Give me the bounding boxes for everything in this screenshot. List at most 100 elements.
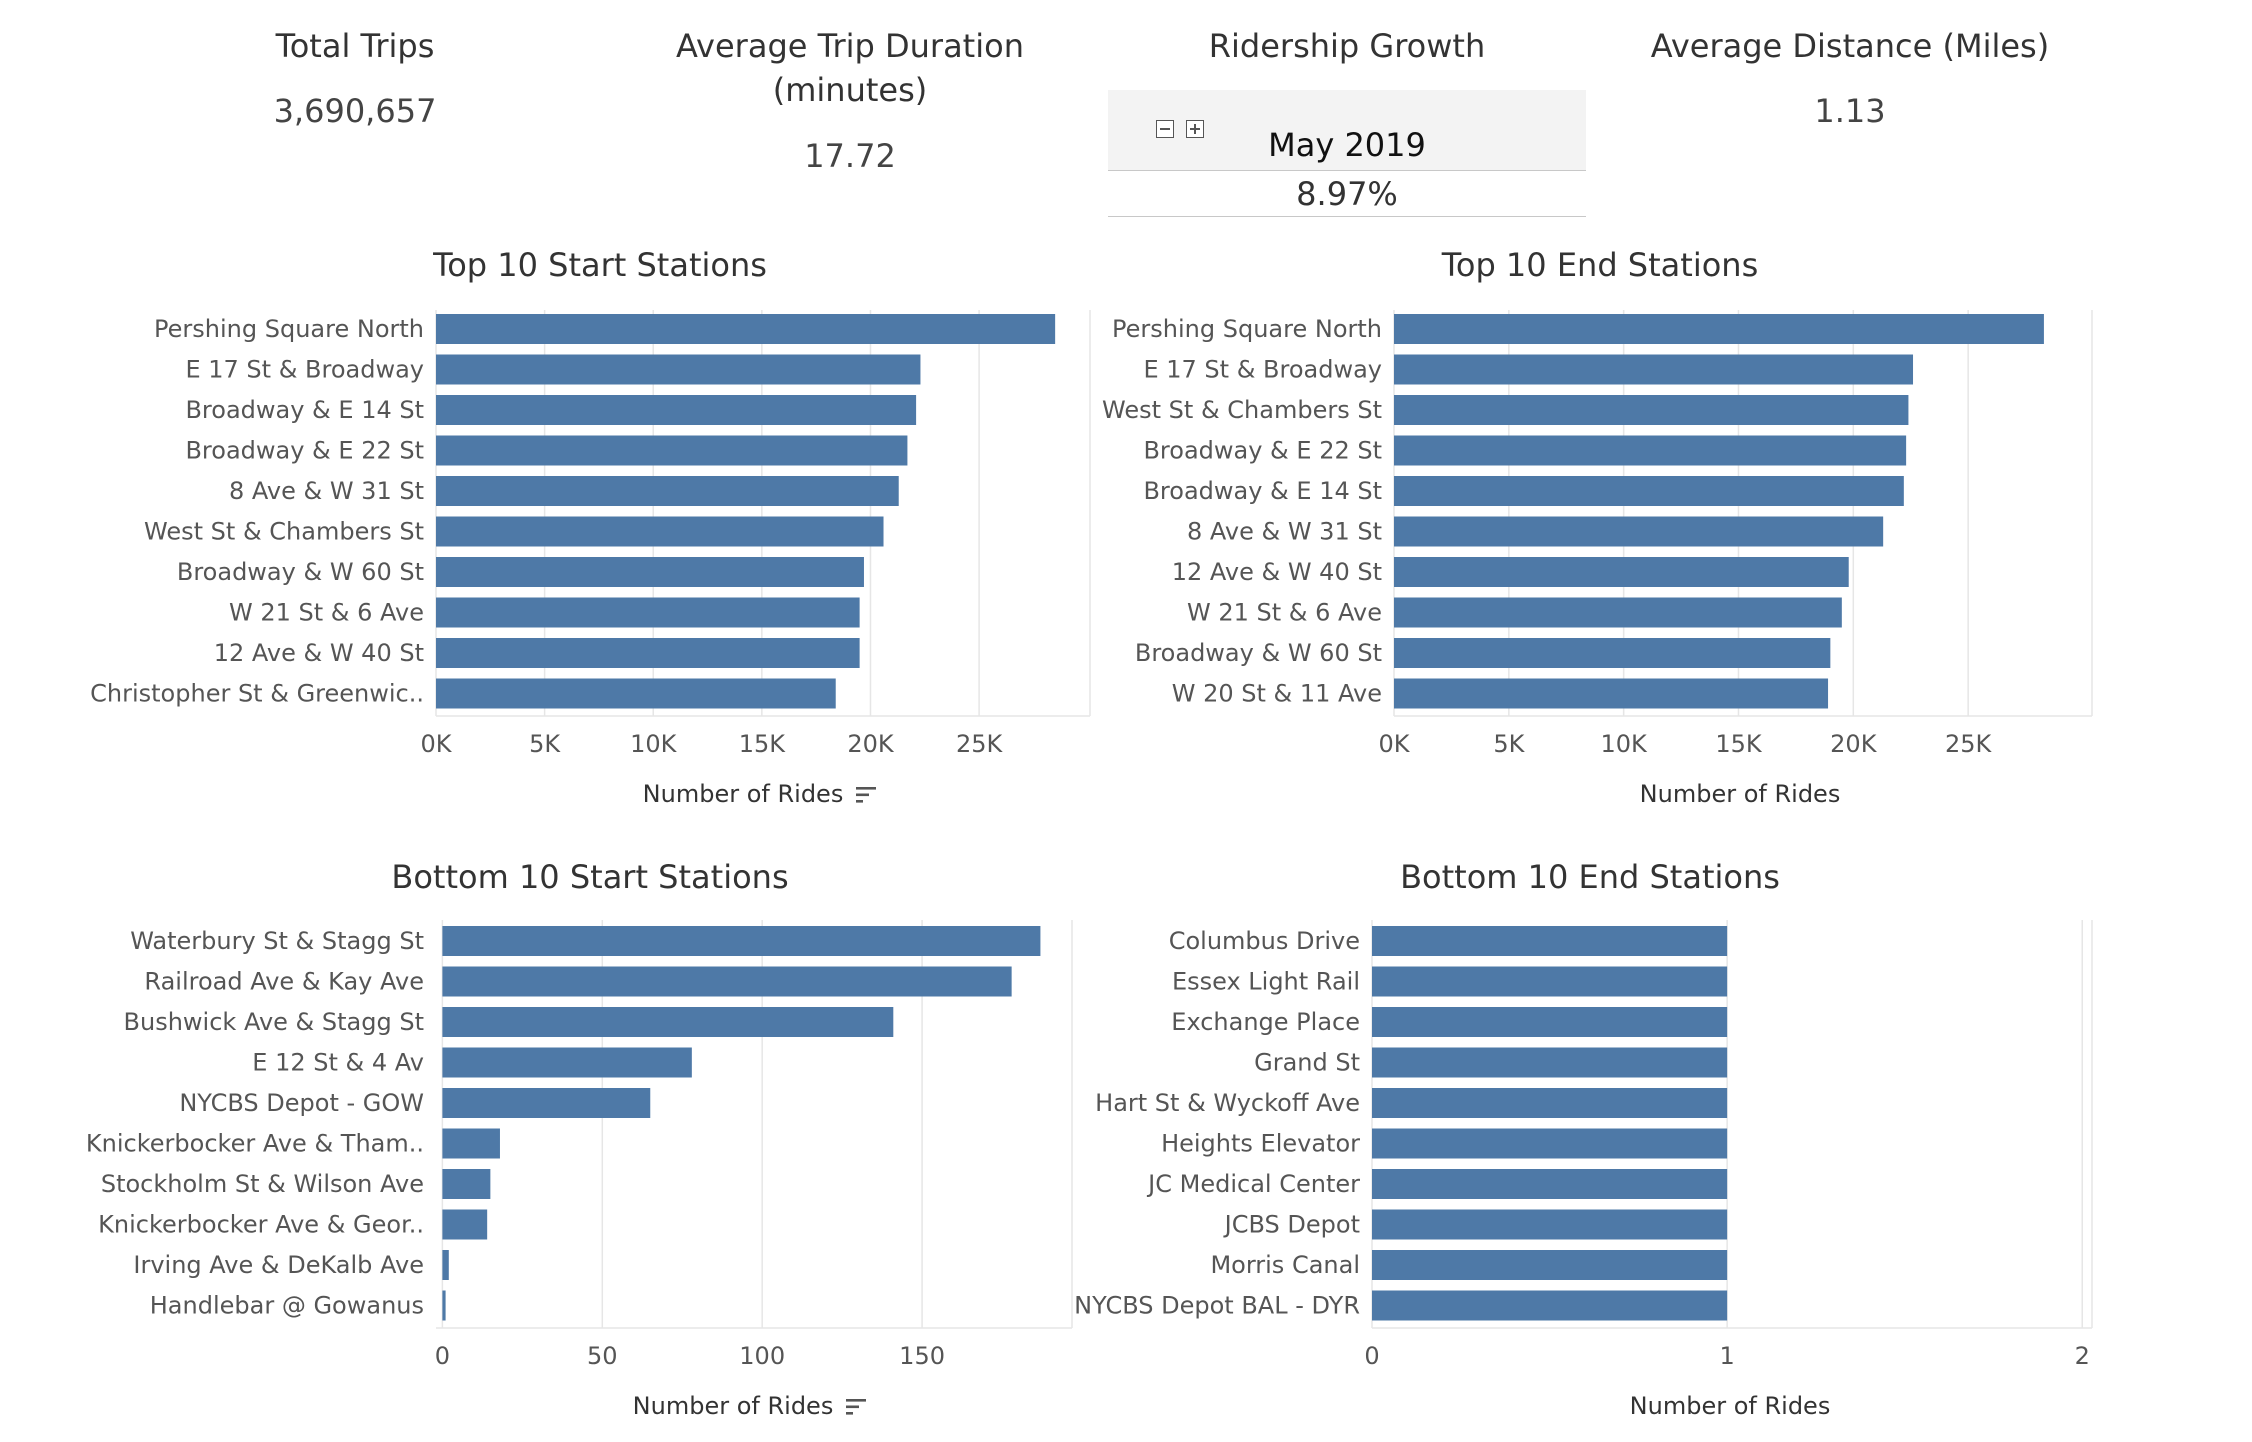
bar[interactable] [1394,395,1909,425]
bar[interactable] [1394,354,1914,385]
tick-label: 0K [420,730,452,758]
bar[interactable] [436,678,836,709]
bar[interactable] [436,476,899,506]
bar[interactable] [436,435,908,466]
tick-label: 15K [739,730,787,758]
bar[interactable] [442,1209,488,1240]
bar[interactable] [1394,314,2044,344]
kpi-ridership-growth-title: Ridership Growth [1208,27,1486,65]
bar[interactable] [1394,638,1831,668]
tick-label: 1 [1719,1342,1734,1370]
category-label: West St & Chambers St [1102,396,1382,424]
chart-bottom-end: 0 1 2 Columbus Drive Essex Light Rail Exchang… [1074,920,2093,1370]
bar[interactable] [1394,476,1904,506]
axis-title-bottom-end-label: Number of Rides [1629,1392,1831,1420]
collapse-icon[interactable] [1156,120,1174,138]
category-label: Broadway & E 14 St [185,396,424,424]
category-label: Knickerbocker Ave & Tham.. [86,1130,424,1158]
bar[interactable] [442,1250,449,1280]
sort-descending-icon[interactable] [845,1396,867,1418]
category-label: E 17 St & Broadway [185,356,424,384]
bar[interactable] [436,314,1056,344]
tick-label: 25K [1945,730,1993,758]
tick-label: 5K [529,730,561,758]
kpi-avg-duration-title: Average Trip Duration (minutes) [620,24,1080,112]
chart-title-top-end: Top 10 End Stations [1441,246,1759,284]
category-label: Exchange Place [1171,1008,1360,1036]
category-label: NYCBS Depot BAL - DYR [1074,1292,1360,1320]
bar[interactable] [442,1088,651,1118]
category-label: Railroad Ave & Kay Ave [144,968,424,996]
bar[interactable] [436,557,864,587]
bar[interactable] [442,1007,894,1037]
bar[interactable] [436,516,884,547]
category-label: E 12 St & 4 Av [252,1049,424,1077]
category-label: Knickerbocker Ave & Geor.. [98,1211,424,1239]
tick-label: 10K [1601,730,1649,758]
bar[interactable] [442,966,1012,997]
ridership-growth-value: 8.97% [1108,172,1586,217]
bar[interactable] [436,354,921,385]
bar[interactable] [1394,557,1849,587]
bar[interactable] [1372,966,1728,997]
category-label: Hart St & Wyckoff Ave [1095,1089,1360,1117]
category-label: E 17 St & Broadway [1143,356,1382,384]
tick-label: 15K [1715,730,1763,758]
category-label: Broadway & E 22 St [1143,437,1382,465]
category-label: Heights Elevator [1161,1130,1360,1158]
category-label: W 21 St & 6 Ave [1187,599,1382,627]
bar[interactable] [1372,1169,1728,1199]
category-label: Broadway & W 60 St [1135,639,1382,667]
bar[interactable] [442,1047,692,1078]
bar[interactable] [1394,435,1907,466]
tick-label: 10K [630,730,678,758]
bar[interactable] [1372,1128,1728,1159]
bar[interactable] [436,395,917,425]
category-label: Stockholm St & Wilson Ave [101,1170,424,1198]
tick-label: 100 [739,1342,785,1370]
bar[interactable] [442,1128,500,1159]
bar[interactable] [436,597,860,628]
category-label: NYCBS Depot - GOW [179,1089,424,1117]
bar[interactable] [442,1290,446,1321]
bar[interactable] [1372,1250,1728,1280]
chart-top-end: 0K 5K 10K 15K 20K 25K Pershing Square North E 1… [1102,310,2093,758]
bar[interactable] [1372,1047,1728,1078]
category-label: Pershing Square North [154,315,424,343]
category-label: Waterbury St & Stagg St [130,927,424,955]
category-label: West St & Chambers St [144,518,424,546]
category-label: 12 Ave & W 40 St [1172,558,1382,586]
kpi-total-trips-title: Total Trips [275,27,435,65]
category-label: Columbus Drive [1169,927,1360,955]
kpi-total-trips-value: 3,690,657 [273,92,437,130]
bar[interactable] [1394,516,1884,547]
tick-label: 0 [1364,1342,1379,1370]
category-label: JCBS Depot [1223,1211,1360,1239]
tick-label: 25K [956,730,1004,758]
bar[interactable] [1372,1290,1728,1321]
bar[interactable] [1372,1088,1728,1118]
bar[interactable] [1394,597,1842,628]
bar[interactable] [1372,1209,1728,1240]
tick-label: 50 [587,1342,618,1370]
bar[interactable] [1372,1007,1728,1037]
category-label: Broadway & E 14 St [1143,477,1382,505]
bar[interactable] [1372,926,1728,956]
tick-label: 0 [435,1342,450,1370]
category-label: W 20 St & 11 Ave [1172,680,1382,708]
kpi-avg-distance-title: Average Distance (Miles) [1650,27,2050,65]
chart-top-start: 0K 5K 10K 15K 20K 25K Pershing Square North E 1… [90,310,1091,758]
category-label: Grand St [1254,1049,1360,1077]
bar[interactable] [442,926,1041,956]
axis-title-top-start: Number of Rides [560,780,960,808]
tick-label: 0K [1378,730,1410,758]
tick-label: 20K [1830,730,1878,758]
sort-descending-icon[interactable] [855,784,877,806]
expand-icon[interactable] [1186,120,1204,138]
bar[interactable] [1394,678,1829,709]
bar[interactable] [442,1169,491,1199]
bar[interactable] [436,638,860,668]
chart-title-bottom-end: Bottom 10 End Stations [1400,858,1780,896]
chart-title-top-start: Top 10 Start Stations [433,246,767,284]
axis-title-top-end: Number of Rides [1540,780,1940,808]
